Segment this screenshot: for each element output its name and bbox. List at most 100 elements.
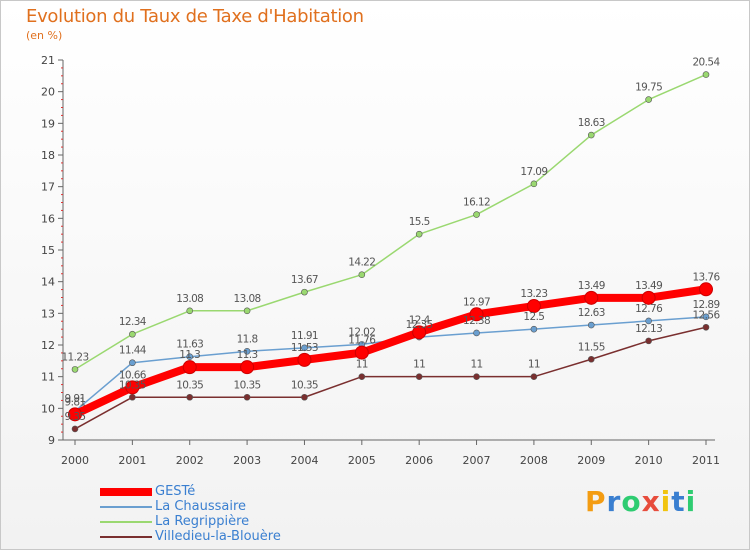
legend-label: GESTé [155, 484, 196, 499]
series-point-0 [182, 360, 197, 375]
series-line-0 [71, 285, 710, 419]
series-point-0 [297, 352, 312, 367]
proxiti-logo: Proxiti [585, 485, 696, 518]
y-tick-label: 14 [41, 276, 55, 289]
series-point-1 [301, 344, 308, 352]
series-point-3 [186, 393, 194, 401]
data-label: 11 [413, 359, 425, 371]
logo-letter: i [685, 485, 697, 518]
data-label: 13.67 [291, 274, 318, 286]
series-point-3 [301, 393, 308, 401]
data-label: 13.76 [692, 271, 720, 283]
series-point-1 [129, 359, 136, 367]
series-point-2 [415, 230, 423, 238]
series-point-2 [702, 71, 710, 78]
data-label: 11 [528, 359, 540, 371]
data-label: 12.63 [578, 307, 605, 319]
series-point-2 [587, 131, 595, 139]
data-label: 20.54 [692, 57, 720, 69]
series-point-0 [469, 307, 484, 322]
series-point-0 [699, 282, 713, 297]
legend-item: La Chaussaire [100, 499, 281, 514]
series-point-3 [587, 355, 595, 363]
x-tick-label: 2006 [405, 454, 433, 467]
series-point-3 [530, 373, 538, 380]
data-label: 11.44 [119, 345, 147, 357]
series-point-2 [645, 96, 652, 103]
series-point-2 [301, 288, 308, 296]
series-line-3 [74, 326, 707, 430]
series-point-2 [71, 366, 79, 373]
data-label: 12.4 [409, 314, 431, 326]
x-tick-label: 2010 [635, 454, 663, 467]
series-point-0 [240, 360, 255, 375]
data-label: 10.35 [291, 379, 318, 391]
legend-swatch [100, 505, 152, 508]
y-tick-label: 19 [41, 117, 55, 130]
x-tick-label: 2008 [520, 454, 548, 467]
series-point-3 [415, 373, 423, 380]
data-label: 11 [356, 359, 368, 371]
logo-letter: t [671, 485, 686, 518]
x-tick-label: 2000 [61, 454, 89, 467]
data-label: 12.02 [348, 326, 375, 338]
y-tick-label: 12 [41, 339, 55, 352]
series-point-3 [358, 373, 366, 380]
legend-item: GESTé [100, 484, 281, 499]
series-point-0 [584, 290, 599, 305]
data-label: 14.22 [348, 257, 375, 269]
data-label: 10.35 [234, 379, 261, 391]
series-point-3 [645, 337, 652, 345]
data-label: 11.3 [179, 349, 200, 361]
logo-letter: i [660, 485, 672, 518]
data-label: 11.76 [348, 335, 376, 347]
data-label: 11.63 [176, 339, 203, 351]
legend-label: La Regrippière [155, 514, 250, 529]
y-tick-label: 11 [41, 371, 55, 384]
legend-swatch [100, 535, 152, 538]
data-label: 13.23 [520, 288, 547, 300]
data-label: 17.09 [520, 166, 547, 178]
data-label: 11 [470, 359, 482, 371]
y-tick-label: 21 [41, 54, 55, 67]
x-tick-label: 2001 [118, 454, 146, 467]
y-tick-label: 20 [41, 86, 55, 99]
series-point-0 [68, 407, 82, 422]
y-tick-label: 10 [41, 402, 55, 415]
data-label: 12.76 [635, 303, 663, 315]
series-point-3 [243, 393, 251, 401]
legend-label: La Chaussaire [155, 499, 247, 514]
series-point-0 [354, 345, 369, 360]
series-point-2 [129, 330, 136, 338]
series-point-1 [530, 325, 538, 333]
legend-swatch [100, 487, 152, 496]
x-tick-label: 2003 [233, 454, 261, 467]
x-tick-label: 2011 [692, 454, 720, 467]
chart-title: Evolution du Taux de Taxe d'Habitation [26, 6, 364, 27]
chart-subtitle: (en %) [26, 29, 63, 42]
data-label: 12.89 [692, 299, 719, 311]
y-tick-label: 13 [41, 307, 55, 320]
data-label: 19.75 [635, 82, 662, 94]
legend-label: Villedieu-la-Blouère [155, 529, 281, 544]
series-point-2 [473, 211, 480, 218]
data-label: 12.34 [119, 316, 147, 328]
data-label: 13.49 [635, 280, 662, 292]
series-line-2 [74, 73, 707, 371]
series-point-0 [125, 380, 140, 395]
data-label: 9.91 [65, 393, 86, 405]
data-label: 13.08 [176, 293, 203, 305]
x-tick-label: 2005 [348, 454, 376, 467]
series-point-0 [641, 290, 656, 305]
y-tick-label: 9 [48, 434, 55, 447]
data-label: 13.08 [234, 293, 261, 305]
data-label: 11.55 [578, 341, 605, 353]
series-point-3 [702, 323, 710, 331]
series-point-2 [243, 307, 251, 315]
legend-swatch [100, 520, 152, 523]
data-label: 18.63 [578, 117, 605, 129]
data-label: 10.35 [176, 379, 203, 391]
logo-letter: o [621, 485, 642, 518]
